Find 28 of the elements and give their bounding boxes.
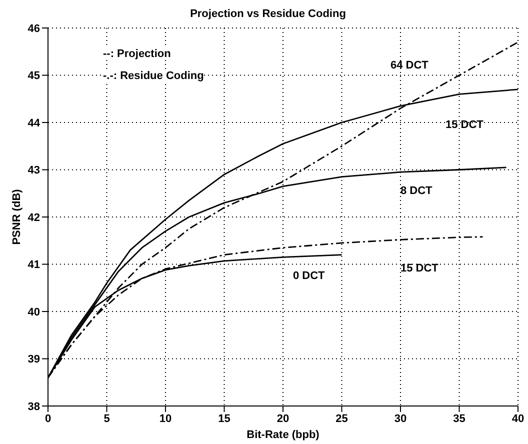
y-tick-label: 40 xyxy=(28,306,40,318)
y-tick-label: 44 xyxy=(28,117,41,130)
series-label: 64 DCT xyxy=(390,59,429,72)
y-tick-label: 42 xyxy=(28,212,40,224)
annotation: --: Projection xyxy=(103,48,171,60)
x-tick-label: 25 xyxy=(336,412,348,425)
y-axis-title: PSNR (dB) xyxy=(10,188,23,245)
series-label: 0 DCT xyxy=(293,270,326,282)
text: 15 DCT xyxy=(400,262,439,275)
x-axis-title: Bit-Rate (bpb) xyxy=(246,429,320,441)
x-tick-label: 30 xyxy=(394,412,407,425)
x-tick-label: 10 xyxy=(159,412,172,425)
y-tick-label: 38 xyxy=(28,400,40,413)
y-tick-label: 39 xyxy=(28,354,40,366)
x-tick-label: 40 xyxy=(512,412,524,425)
x-tick-label: 0 xyxy=(44,412,52,425)
annotation: -.-: Residue Coding xyxy=(103,70,204,82)
x-tick-label: 20 xyxy=(276,412,290,425)
x-tick-label: 15 xyxy=(218,412,230,425)
y-tick-label: 45 xyxy=(28,70,40,82)
y-tick-label: 46 xyxy=(28,22,40,35)
chart-title: Projection vs Residue Coding xyxy=(189,8,347,20)
series-label: 15 DCT xyxy=(446,118,484,131)
x-tick-label: 5 xyxy=(104,412,110,425)
x-tick-label: 35 xyxy=(453,412,466,425)
series-label: 8 DCT xyxy=(400,185,433,198)
y-tick-label: 43 xyxy=(28,164,40,177)
y-tick-label: 41 xyxy=(28,259,40,272)
